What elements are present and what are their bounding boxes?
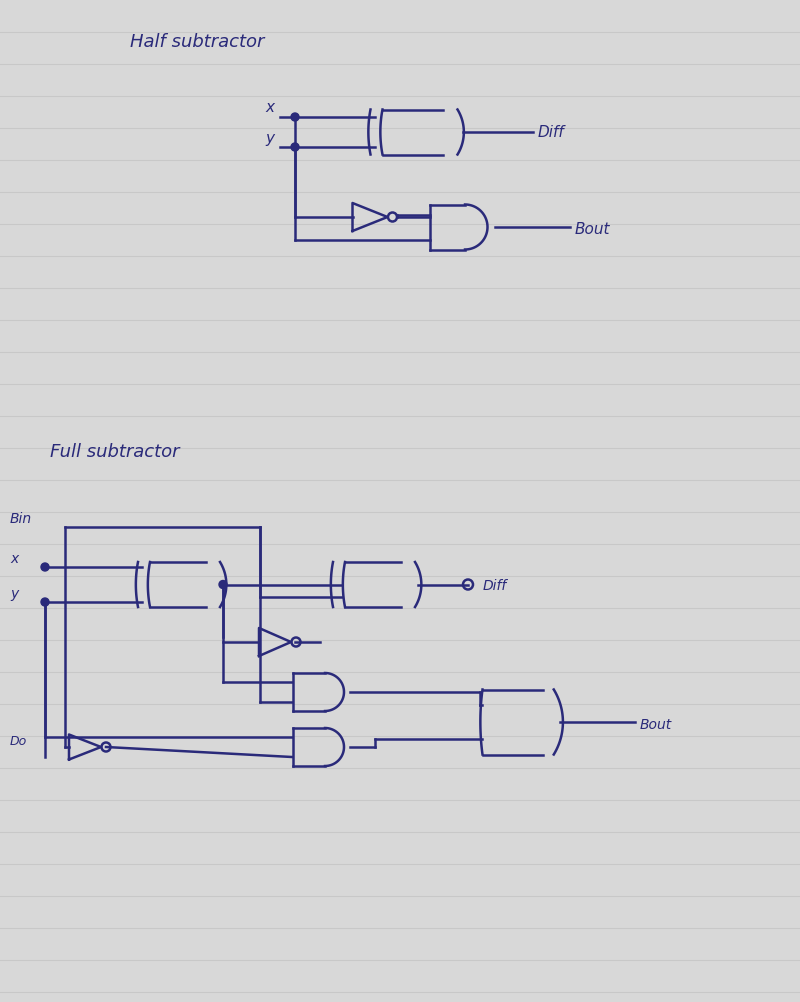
Text: x: x — [10, 552, 18, 566]
Text: Half subtractor: Half subtractor — [130, 33, 264, 51]
Text: Do: Do — [10, 735, 27, 748]
Text: Bout: Bout — [575, 222, 610, 237]
Circle shape — [291, 113, 299, 121]
Circle shape — [41, 598, 49, 606]
Text: Full subtractor: Full subtractor — [50, 443, 179, 461]
Circle shape — [219, 580, 227, 588]
Text: Diff: Diff — [538, 125, 564, 140]
Text: x: x — [265, 100, 274, 115]
Circle shape — [291, 143, 299, 151]
Text: y: y — [265, 131, 274, 146]
Text: Bin: Bin — [10, 512, 32, 526]
Circle shape — [41, 563, 49, 571]
Text: Diff: Diff — [483, 579, 507, 593]
Text: Bout: Bout — [640, 718, 672, 732]
Text: y: y — [10, 587, 18, 601]
